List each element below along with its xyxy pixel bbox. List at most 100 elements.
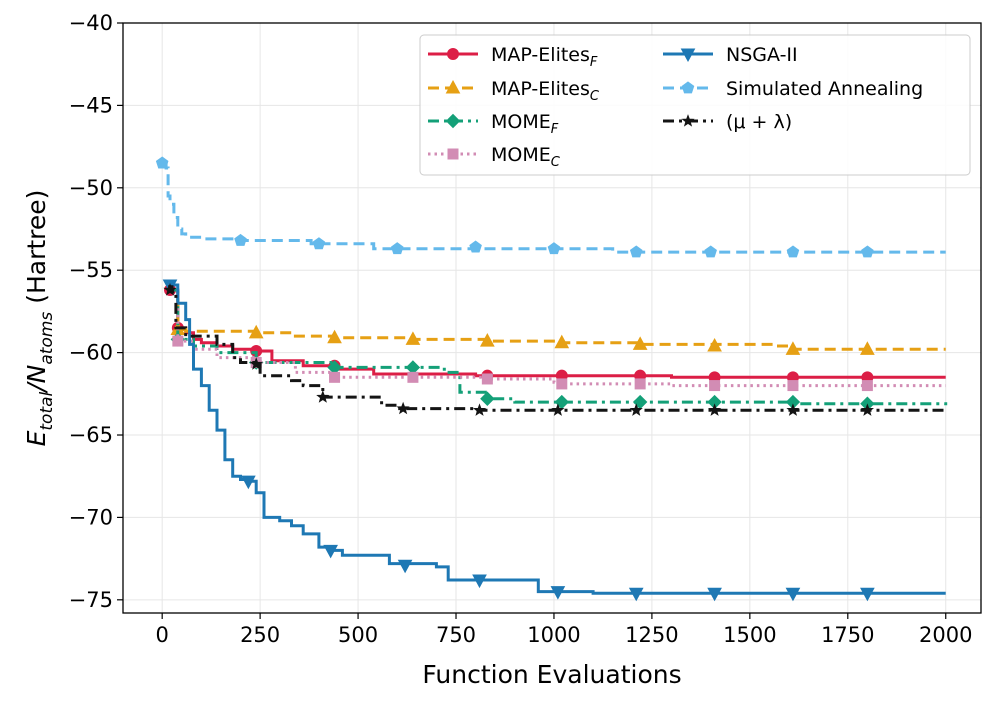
x-tick-label: 2000 <box>919 623 972 647</box>
axis-ticks: 0 250 500 750 1000 1250 1500 1750 2000 −75 −70 −65 −… <box>69 11 973 647</box>
series-line-map-elites-c <box>170 288 946 351</box>
legend-entry-map-elites-f: MAP-ElitesF <box>428 44 598 70</box>
y-tick-label: −40 <box>69 11 113 35</box>
data-point-nsga-ii <box>241 475 256 490</box>
series- <box>163 283 946 416</box>
legend-marker-map-elites-f <box>447 48 459 60</box>
data-point-nsga-ii <box>860 587 875 602</box>
y-tick-label: −75 <box>69 588 113 612</box>
legend-entry-: (μ + λ) <box>663 111 792 133</box>
legend: MAP-ElitesF MAP-ElitesC MOMEF MOMEC NSGA-II S… <box>419 34 971 176</box>
plot-frame <box>122 22 982 614</box>
data-point-simulated-annealing <box>390 242 404 255</box>
legend-entry-simulated-annealing: Simulated Annealing <box>663 78 923 100</box>
legend-label-mome-f: MOMEF <box>491 111 559 137</box>
data-point-mome-c <box>481 373 493 385</box>
data-point-map-elites-c <box>860 341 875 355</box>
x-tick-label: 500 <box>338 623 378 647</box>
data-point-simulated-annealing <box>469 240 482 253</box>
legend-box <box>419 34 971 176</box>
x-axis-label: Function Evaluations <box>422 660 681 689</box>
legend-entry-nsga-ii: NSGA-II <box>663 44 798 66</box>
series-line-nsga-ii <box>170 283 946 595</box>
data-point-mome-c <box>329 371 341 383</box>
data-point- <box>163 283 177 296</box>
data-point-simulated-annealing <box>704 245 717 258</box>
data-point-nsga-ii <box>550 586 566 600</box>
legend-entry-mome-c: MOMEC <box>428 144 561 170</box>
data-point- <box>249 357 263 370</box>
data-point-nsga-ii <box>628 587 644 602</box>
data-point-map-elites-c <box>785 341 801 355</box>
data-point-simulated-annealing <box>234 233 247 246</box>
data-point-simulated-annealing <box>312 237 326 250</box>
y-label-sub-total: total <box>37 391 57 430</box>
data-point-nsga-ii <box>472 574 487 589</box>
y-label-sub-atoms: atoms <box>37 312 57 365</box>
series-map-elites-c <box>170 288 946 355</box>
legend-entry-mome-f: MOMEF <box>428 111 559 137</box>
data-point- <box>316 390 330 403</box>
legend-marker-map-elites-c <box>445 79 461 94</box>
x-tick-label: 1500 <box>723 623 776 647</box>
data-point-mome-c <box>861 380 873 392</box>
series-line-simulated-annealing <box>162 161 946 254</box>
legend-label-map-elites-f: MAP-ElitesF <box>491 44 598 70</box>
legend-label-map-elites-c: MAP-ElitesC <box>491 78 600 104</box>
data-point- <box>551 403 565 416</box>
data-point-simulated-annealing <box>861 245 874 258</box>
data-point-map-elites-c <box>405 331 421 345</box>
data-point- <box>786 403 800 416</box>
x-tick-label: 1750 <box>821 623 874 647</box>
data-point-nsga-ii <box>397 559 413 574</box>
legend-label-mome-c: MOMEC <box>491 144 561 170</box>
data-point-mome-c <box>556 378 568 390</box>
y-tick-label: −65 <box>69 423 113 447</box>
data-point-map-elites-c <box>707 337 722 352</box>
data-point- <box>707 403 722 416</box>
legend-marker-mome-f <box>445 113 461 129</box>
data-point-map-elites-c <box>327 329 342 344</box>
data-point- <box>629 403 643 416</box>
data-point- <box>396 401 410 415</box>
x-tick-label: 1000 <box>527 623 580 647</box>
data-point-simulated-annealing <box>547 242 561 255</box>
data-point- <box>860 403 874 416</box>
legend-label-nsga-ii: NSGA-II <box>726 44 798 66</box>
x-tick-label: 1250 <box>625 623 678 647</box>
legend-label-: (μ + λ) <box>726 111 792 133</box>
data-point-nsga-ii <box>323 544 338 559</box>
x-tick-label: 750 <box>436 623 476 647</box>
data-point- <box>472 403 487 416</box>
y-label-main: E <box>22 430 51 446</box>
series-simulated-annealing <box>155 156 946 258</box>
data-point-map-elites-c <box>554 334 570 349</box>
data-point-map-elites-c <box>480 333 495 347</box>
y-tick-label: −50 <box>69 176 113 200</box>
legend-marker-nsga-ii <box>680 48 696 63</box>
y-label-unit: (Hartree) <box>22 190 51 312</box>
data-point-mome-f <box>480 391 495 406</box>
data-point-nsga-ii <box>785 587 801 602</box>
y-tick-label: −60 <box>69 341 113 365</box>
y-label-slash: /N <box>22 364 51 393</box>
legend-entry-map-elites-c: MAP-ElitesC <box>428 78 600 104</box>
data-point-mome-c <box>407 371 419 383</box>
data-point-map-elites-c <box>632 336 648 350</box>
legend-marker-mome-c <box>447 148 459 160</box>
series-layer <box>155 156 948 602</box>
y-tick-label: −70 <box>69 505 113 529</box>
data-point-map-elites-c <box>248 324 264 339</box>
data-point-mome-c <box>634 378 646 390</box>
data-point-mome-c <box>787 380 799 392</box>
data-point-simulated-annealing <box>629 245 643 258</box>
y-tick-label: −55 <box>69 258 113 282</box>
legend-marker-simulated-annealing <box>681 81 695 94</box>
data-point-simulated-annealing <box>786 245 800 258</box>
y-tick-label: −45 <box>69 93 113 117</box>
x-tick-label: 250 <box>240 623 280 647</box>
data-point-simulated-annealing <box>155 156 169 169</box>
data-point-mome-c <box>709 380 721 392</box>
